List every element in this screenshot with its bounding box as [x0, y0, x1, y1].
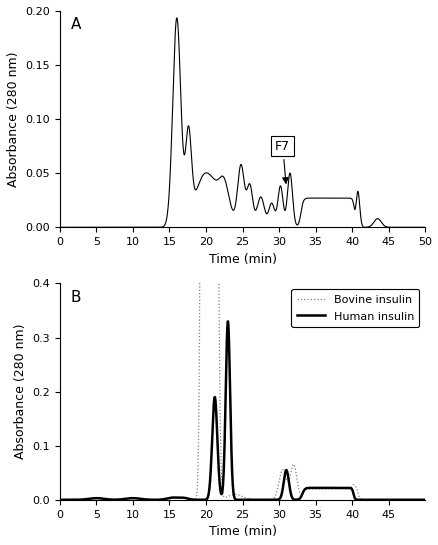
X-axis label: Time (min): Time (min) [208, 525, 276, 538]
Human insulin [196, 496, 201, 503]
X-axis label: Time (min): Time (min) [208, 252, 276, 265]
Text: A: A [71, 17, 81, 33]
Human insulin [124, 495, 129, 502]
Bovine insulin [294, 479, 300, 485]
Human insulin [329, 485, 334, 491]
Human insulin [410, 496, 416, 503]
Human insulin [57, 496, 63, 503]
Y-axis label: Absorbance (280 nm): Absorbance (280 nm) [14, 324, 27, 459]
Line: Bovine insulin: Bovine insulin [60, 0, 424, 500]
Y-axis label: Absorbance (280 nm): Absorbance (280 nm) [7, 51, 20, 187]
Bovine insulin [276, 479, 281, 485]
Bovine insulin [357, 495, 362, 501]
Human insulin [357, 496, 362, 503]
Legend: Bovine insulin, Human insulin: Bovine insulin, Human insulin [291, 289, 419, 327]
Human insulin [276, 496, 281, 502]
Human insulin [225, 318, 230, 325]
Bovine insulin [421, 496, 427, 503]
Text: B: B [71, 290, 81, 305]
Human insulin [421, 496, 427, 503]
Bovine insulin [196, 334, 201, 340]
Bovine insulin [57, 496, 63, 503]
Line: Human insulin: Human insulin [60, 322, 424, 500]
Bovine insulin [329, 486, 334, 492]
Bovine insulin [124, 495, 129, 502]
Text: F7: F7 [275, 140, 290, 183]
Human insulin [294, 496, 300, 503]
